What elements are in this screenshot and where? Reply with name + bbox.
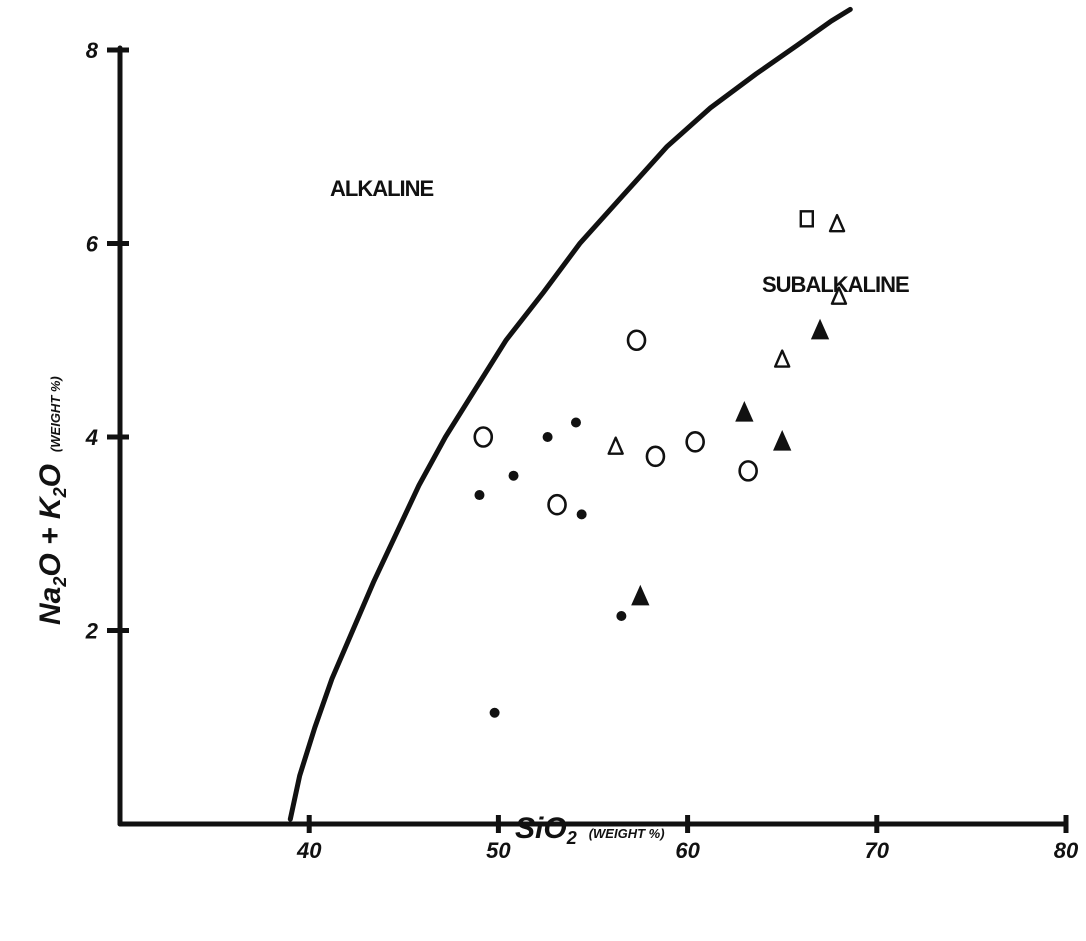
open-circle-point-6 — [738, 460, 758, 482]
open-triangle-point-2 — [774, 349, 791, 368]
filled-circle-point-5 — [576, 509, 587, 520]
x-axis-title: SiO2 (WEIGHT %) — [515, 812, 665, 848]
x-tick-label-40: 40 — [296, 838, 322, 863]
filled-circle-point-3 — [542, 432, 553, 442]
alkaline-subalkaline-boundary — [287, 6, 853, 822]
open-circle-point-4 — [645, 445, 666, 468]
filled-circle-point-7 — [489, 707, 500, 718]
filled-circle-point-4 — [570, 417, 581, 428]
open-circle-point-3 — [626, 329, 647, 352]
x-tick-label-80: 80 — [1054, 838, 1079, 863]
filled-triangle-point-1 — [631, 584, 650, 606]
open-triangle-point-1 — [607, 436, 624, 455]
open-circle-point-5 — [685, 431, 705, 453]
x-tick-label-50: 50 — [486, 838, 511, 863]
region-label-alkaline: ALKALINE — [330, 176, 434, 201]
y-tick-label-8: 8 — [86, 38, 99, 63]
x-axis-title-main: SiO — [515, 812, 567, 845]
y-axis-title: Na2O + K2O(WEIGHT %) — [34, 376, 70, 625]
y-axis-title-unit: (WEIGHT %) — [48, 376, 63, 452]
x-tick-label-70: 70 — [865, 838, 890, 863]
y-axis-title-middle: O + K — [34, 495, 67, 577]
y-tick-label-4: 4 — [85, 425, 98, 450]
plot-area: 40 50 60 70 80 2 4 6 8 — [85, 6, 1079, 863]
x-tick-label-60: 60 — [675, 838, 700, 863]
x-axis-title-sub: 2 — [566, 828, 577, 848]
open-triangle-point-4 — [830, 286, 848, 305]
filled-triangle-point-2 — [735, 400, 754, 422]
region-label-subalkaline: SUBALKALINE — [762, 272, 909, 297]
open-triangle-point-3 — [828, 213, 846, 233]
y-tick-label-2: 2 — [85, 619, 99, 644]
open-circle-point-1 — [473, 426, 494, 448]
filled-triangle-point-4 — [810, 318, 830, 340]
y-axis-title-sub-2: 2 — [50, 487, 70, 498]
open-circle-point-2 — [547, 493, 567, 516]
y-tick-label-6: 6 — [86, 232, 99, 257]
x-axis-title-unit: (WEIGHT %) — [589, 826, 665, 841]
filled-circle-point-1 — [474, 490, 485, 501]
y-axis-title-o: O — [34, 464, 67, 487]
filled-circle-point-6 — [616, 610, 627, 621]
y-axis-title-na: Na — [34, 587, 67, 625]
filled-circle-point-2 — [508, 470, 519, 481]
open-square-point-1 — [799, 210, 814, 228]
filled-triangle-point-3 — [773, 429, 792, 451]
y-axis-title-sub-1: 2 — [50, 577, 70, 588]
